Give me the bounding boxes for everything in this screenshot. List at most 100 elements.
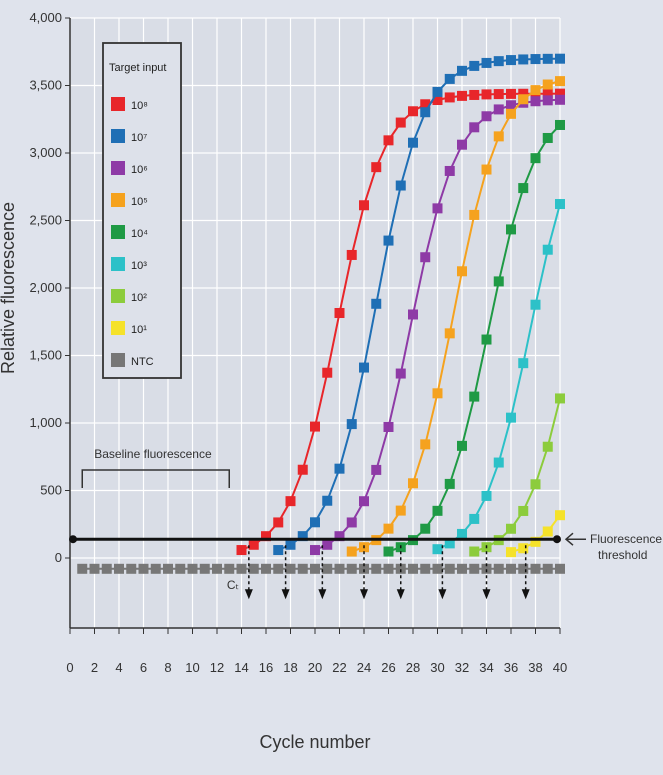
legend-label: 10⁴ bbox=[131, 228, 148, 240]
data-point bbox=[359, 362, 369, 373]
legend-item: 10⁷ bbox=[111, 129, 147, 144]
data-point bbox=[432, 563, 443, 574]
legend-item: 10⁵ bbox=[111, 193, 148, 208]
series-ntc bbox=[77, 563, 565, 574]
data-point bbox=[420, 252, 431, 263]
legend-label: 10⁵ bbox=[131, 196, 148, 208]
data-point bbox=[297, 531, 308, 542]
data-point bbox=[248, 563, 259, 574]
series-input-3 bbox=[346, 76, 565, 557]
data-point bbox=[518, 94, 529, 105]
data-point bbox=[457, 528, 467, 539]
baseline-label: Baseline fluorescence bbox=[94, 447, 212, 461]
legend-swatch bbox=[111, 353, 125, 367]
legend: Target input 10⁸ 10⁷ 10⁶ 10⁵ 10⁴ 10³ 10² 10¹ NTC bbox=[102, 42, 182, 379]
legend-label: 10¹ bbox=[131, 324, 147, 336]
data-point bbox=[150, 563, 161, 574]
legend-label: 10³ bbox=[131, 260, 147, 272]
x-tick-label: 18 bbox=[283, 660, 297, 675]
data-point bbox=[506, 88, 516, 99]
data-point bbox=[481, 563, 492, 574]
data-point bbox=[555, 88, 565, 99]
data-point bbox=[236, 563, 247, 574]
x-tick-label: 14 bbox=[234, 660, 248, 675]
data-point bbox=[530, 85, 541, 96]
data-point bbox=[297, 563, 308, 574]
data-point bbox=[395, 117, 406, 128]
data-point bbox=[444, 73, 455, 84]
x-tick-label: 36 bbox=[504, 660, 518, 675]
legend-item: 10⁸ bbox=[111, 97, 148, 112]
data-point bbox=[555, 76, 565, 87]
data-point bbox=[555, 510, 565, 521]
data-point bbox=[530, 563, 541, 574]
data-point bbox=[273, 563, 284, 574]
x-tick-label: 22 bbox=[332, 660, 346, 675]
data-point bbox=[212, 563, 222, 574]
y-axis-title: Relative fluorescence bbox=[0, 202, 18, 374]
data-point bbox=[481, 111, 492, 122]
series-input-5 bbox=[432, 199, 565, 555]
data-point bbox=[493, 104, 504, 115]
data-point bbox=[469, 563, 480, 574]
data-point bbox=[432, 203, 443, 214]
data-point bbox=[518, 88, 529, 99]
data-point bbox=[444, 328, 455, 339]
data-point bbox=[297, 464, 308, 475]
ct-arrow-head bbox=[360, 589, 368, 600]
data-point bbox=[506, 108, 516, 119]
data-point bbox=[506, 563, 516, 574]
data-point bbox=[506, 100, 516, 111]
legend-label: 10⁶ bbox=[131, 164, 148, 176]
y-tick-label: 1,000 bbox=[29, 415, 62, 430]
data-point bbox=[530, 96, 541, 107]
threshold-end-right bbox=[553, 535, 561, 544]
data-point bbox=[126, 563, 137, 574]
data-point bbox=[444, 563, 455, 574]
x-tick-label: 34 bbox=[479, 660, 493, 675]
data-point bbox=[469, 89, 480, 100]
data-point bbox=[530, 536, 541, 547]
data-point bbox=[530, 54, 541, 65]
threshold-label-line1: Fluorescence bbox=[590, 532, 662, 546]
data-point bbox=[408, 106, 418, 117]
data-point bbox=[371, 162, 382, 173]
y-tick-label: 2,000 bbox=[29, 280, 62, 295]
data-point bbox=[420, 523, 431, 534]
x-tick-label: 24 bbox=[357, 660, 371, 675]
data-point bbox=[310, 421, 320, 432]
data-point bbox=[555, 393, 565, 404]
y-tick-label: 2,500 bbox=[29, 213, 62, 228]
legend-item: 10³ bbox=[111, 257, 147, 272]
data-point bbox=[77, 563, 88, 574]
y-tick-label: 4,000 bbox=[29, 10, 62, 25]
data-point bbox=[469, 122, 480, 133]
data-point bbox=[444, 538, 455, 549]
data-point bbox=[322, 495, 333, 506]
data-point bbox=[542, 88, 553, 99]
data-point bbox=[493, 457, 504, 468]
legend-swatch bbox=[111, 257, 125, 271]
x-tick-label: 4 bbox=[115, 660, 122, 675]
legend-swatch bbox=[111, 193, 125, 207]
data-point bbox=[542, 244, 553, 255]
data-point bbox=[493, 131, 504, 142]
data-point bbox=[542, 441, 553, 452]
data-point bbox=[555, 563, 565, 574]
x-tick-label: 16 bbox=[259, 660, 273, 675]
data-point bbox=[383, 421, 394, 432]
data-point bbox=[310, 545, 320, 556]
legend-item: 10¹ bbox=[111, 321, 147, 336]
data-point bbox=[371, 563, 382, 574]
data-point bbox=[530, 479, 541, 490]
data-point bbox=[481, 57, 492, 68]
x-tick-label: 6 bbox=[140, 660, 147, 675]
ct-arrow-head bbox=[318, 589, 327, 600]
data-point bbox=[334, 308, 345, 319]
data-point bbox=[395, 180, 406, 191]
data-point bbox=[457, 563, 467, 574]
data-point bbox=[444, 165, 455, 176]
legend-swatch bbox=[111, 97, 125, 111]
series-layer bbox=[77, 53, 565, 574]
threshold-arrow bbox=[564, 532, 586, 546]
